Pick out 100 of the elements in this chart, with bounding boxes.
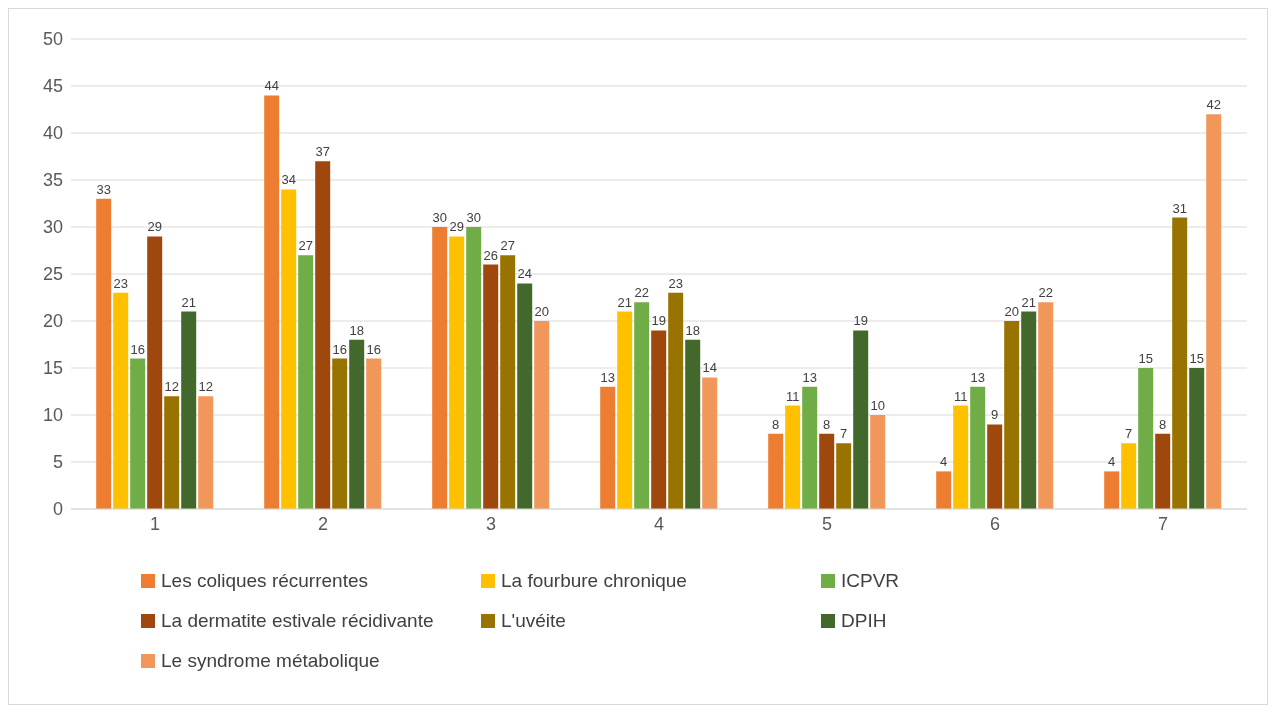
data-label: 4 xyxy=(1108,454,1116,470)
bar xyxy=(147,236,163,509)
bar xyxy=(164,396,180,509)
bar xyxy=(113,292,129,509)
x-tick-label: 7 xyxy=(1157,513,1169,534)
data-label: 8 xyxy=(772,416,780,432)
data-label: 19 xyxy=(853,313,868,329)
data-label: 31 xyxy=(1172,200,1187,216)
bar xyxy=(819,433,835,509)
legend-label: La fourbure chronique xyxy=(501,570,687,592)
bar xyxy=(466,227,482,509)
data-label: 30 xyxy=(466,210,481,225)
bar xyxy=(1189,368,1205,509)
data-label: 29 xyxy=(449,219,464,235)
bar xyxy=(617,311,633,509)
bar xyxy=(483,264,499,509)
bar xyxy=(534,321,550,509)
data-label: 16 xyxy=(332,341,347,357)
x-tick-label: 6 xyxy=(989,513,1001,534)
bar xyxy=(349,339,365,509)
x-tick-label: 1 xyxy=(149,513,161,534)
bar xyxy=(96,198,112,509)
data-label: 11 xyxy=(953,388,968,404)
y-tick-label: 15 xyxy=(42,358,63,379)
x-tick-label: 5 xyxy=(821,513,833,534)
data-label: 13 xyxy=(970,369,985,385)
data-label: 44 xyxy=(264,78,279,94)
legend-label: DPIH xyxy=(841,610,887,632)
bar xyxy=(366,358,382,509)
x-tick-label: 3 xyxy=(485,513,497,534)
data-label: 8 xyxy=(823,416,831,432)
data-label: 15 xyxy=(1138,351,1153,366)
bar xyxy=(517,283,533,509)
legend-label: L'uvéite xyxy=(501,610,566,632)
bar xyxy=(449,236,465,509)
legend-label: Les coliques récurrentes xyxy=(161,570,368,592)
bar xyxy=(685,339,701,509)
data-label: 20 xyxy=(534,304,549,319)
bar xyxy=(651,330,667,509)
data-label: 13 xyxy=(600,369,615,385)
data-label: 4 xyxy=(940,454,948,470)
data-label: 24 xyxy=(517,266,532,282)
data-label: 16 xyxy=(366,341,381,357)
y-tick-label: 40 xyxy=(42,123,63,144)
bar xyxy=(298,255,314,509)
bar xyxy=(668,292,684,509)
bar xyxy=(768,433,784,509)
x-tick-label: 2 xyxy=(317,513,329,534)
data-label: 33 xyxy=(96,181,111,197)
data-label: 21 xyxy=(181,294,196,310)
bar xyxy=(785,405,801,509)
bar xyxy=(1104,471,1120,509)
bar xyxy=(870,415,886,509)
data-label: 23 xyxy=(668,275,683,291)
bar xyxy=(936,471,952,509)
data-label: 22 xyxy=(634,285,649,301)
bar xyxy=(181,311,197,509)
data-label: 27 xyxy=(500,238,515,254)
bar xyxy=(500,255,516,509)
bar xyxy=(198,396,214,509)
y-tick-label: 45 xyxy=(42,76,63,97)
data-label: 18 xyxy=(685,322,700,338)
data-label: 13 xyxy=(802,369,817,385)
data-label: 8 xyxy=(1159,416,1167,432)
bar xyxy=(332,358,348,509)
bar xyxy=(281,189,297,509)
data-label: 27 xyxy=(298,238,313,254)
bar xyxy=(987,424,1003,509)
bar xyxy=(1206,114,1222,509)
data-label: 15 xyxy=(1189,351,1204,366)
x-tick-label: 4 xyxy=(653,513,665,534)
bar xyxy=(130,358,146,509)
bar xyxy=(836,443,852,509)
bar xyxy=(634,302,650,509)
y-tick-label: 50 xyxy=(42,29,63,50)
y-tick-label: 5 xyxy=(52,452,63,473)
bar xyxy=(315,161,331,509)
bar xyxy=(1121,443,1137,509)
y-tick-label: 25 xyxy=(42,264,63,285)
y-tick-label: 10 xyxy=(42,405,63,426)
data-label: 7 xyxy=(840,426,848,442)
data-label: 21 xyxy=(617,294,632,310)
data-label: 19 xyxy=(651,313,666,329)
bar xyxy=(702,377,718,509)
data-label: 23 xyxy=(113,275,128,291)
data-label: 14 xyxy=(702,360,717,376)
data-label: 10 xyxy=(870,398,885,413)
bar xyxy=(1172,217,1188,509)
bar xyxy=(953,405,969,509)
y-tick-label: 30 xyxy=(42,217,63,238)
data-label: 11 xyxy=(785,388,800,404)
data-label: 22 xyxy=(1038,285,1053,301)
data-label: 26 xyxy=(483,247,498,263)
data-label: 12 xyxy=(164,379,179,395)
bar xyxy=(802,386,818,509)
bar xyxy=(853,330,869,509)
data-label: 34 xyxy=(281,172,296,188)
data-label: 7 xyxy=(1125,426,1133,442)
legend-label: Le syndrome métabolique xyxy=(161,650,380,672)
bar xyxy=(1004,321,1020,509)
